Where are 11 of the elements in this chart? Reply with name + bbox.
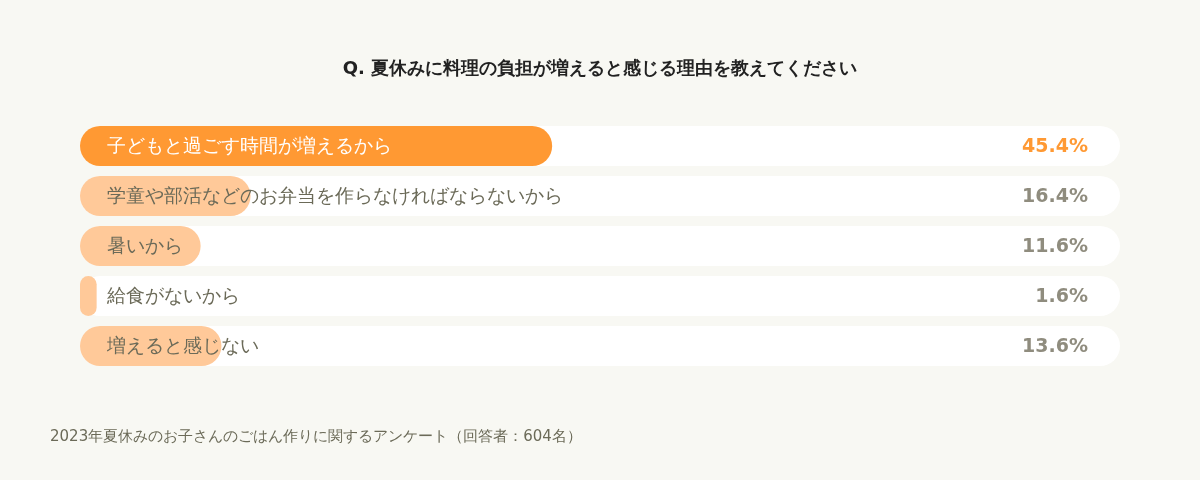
- data-label: 1.6%: [1035, 283, 1088, 306]
- data-label: 45.4%: [1022, 133, 1088, 156]
- y-tick-label: 給食がないから: [106, 283, 240, 306]
- y-tick-label: 増えると感じない: [106, 333, 259, 356]
- y-tick-label: 暑いから: [107, 233, 183, 256]
- text: 2023年夏休みのお子さんのごはん作りに関するアンケート（回答者：604名）: [50, 426, 582, 445]
- data-label: 13.6%: [1022, 333, 1088, 356]
- data-label: 11.6%: [1022, 233, 1088, 256]
- y-tick-label: 子どもと過ごす時間が増えるから: [107, 133, 392, 156]
- data-label: 16.4%: [1022, 183, 1088, 206]
- chart-title: Q. 夏休みに料理の負担が増えると感じる理由を教えてください: [342, 56, 858, 78]
